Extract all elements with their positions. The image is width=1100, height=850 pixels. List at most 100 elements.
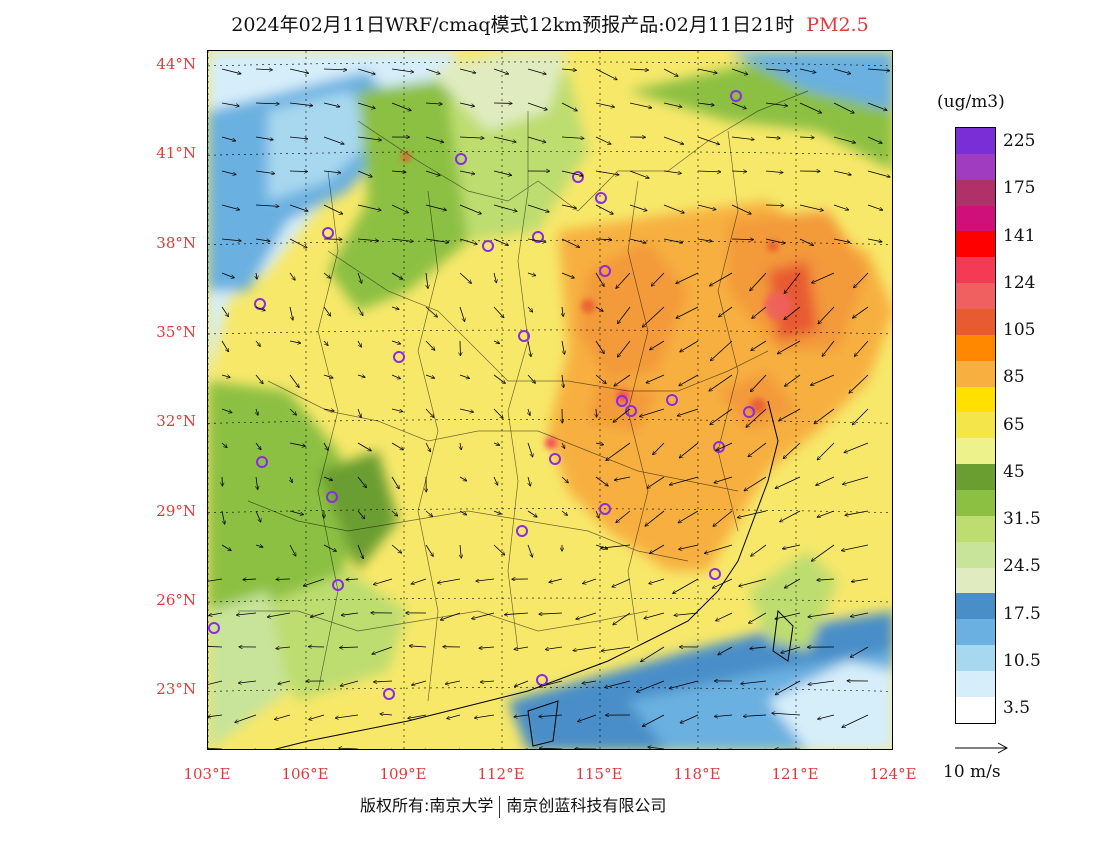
wind-vector (289, 544, 296, 556)
wind-vector (208, 646, 223, 648)
wind-vector (221, 204, 240, 210)
legend-color-band (956, 490, 995, 516)
wind-vector (561, 102, 577, 111)
wind-vector (650, 544, 665, 554)
wind-vector (459, 272, 472, 283)
wind-vector (459, 374, 470, 378)
wind-vector (289, 272, 295, 280)
wind-vector (221, 408, 232, 413)
wind-vector (750, 272, 767, 291)
wind-vector (713, 510, 733, 526)
legend-color-band (956, 645, 995, 672)
wind-vector (710, 340, 733, 361)
wind-vector (322, 748, 324, 749)
wind-vector (374, 681, 393, 682)
wind-vector (267, 612, 291, 617)
wind-vector (289, 408, 296, 415)
wind-vector (562, 306, 563, 316)
wind-vector (765, 205, 784, 206)
wind-vector (595, 136, 611, 144)
wind-vector (561, 510, 568, 515)
wind-vector (867, 238, 882, 242)
wind-vector (663, 170, 681, 173)
wind-vector (709, 374, 733, 391)
legend-color-band (956, 438, 995, 465)
wind-vector (459, 102, 475, 106)
wind-vector (493, 374, 505, 383)
wind-vector (833, 204, 849, 210)
wind-vector (785, 374, 801, 386)
wind-vector (391, 171, 406, 172)
legend-label: 124 (1003, 272, 1036, 293)
wind-vector (514, 646, 529, 649)
wind-vector (323, 340, 328, 346)
wind-vector (595, 272, 604, 286)
wind-vector (780, 510, 801, 522)
wind-vector (629, 69, 648, 70)
wind-vector (629, 204, 647, 211)
wind-vector (784, 578, 801, 588)
wind-vector (808, 680, 835, 685)
wind-vector (221, 340, 229, 352)
wind-vector (255, 136, 273, 140)
longitude-label: 118°E (673, 765, 721, 783)
wind-vector (595, 239, 612, 240)
wind-vector (289, 102, 313, 106)
wind-vector (844, 442, 869, 453)
legend-color-band (956, 412, 995, 439)
latitude-label: 29°N (156, 501, 196, 520)
legend-color-band (956, 386, 995, 413)
longitude-label: 115°E (575, 765, 623, 783)
legend-color-band (956, 128, 995, 154)
station-marker (254, 298, 266, 310)
wind-vector (775, 612, 801, 619)
copyright-left: 版权所有:南京大学 (360, 796, 494, 815)
wind-vector (445, 680, 461, 684)
wind-vector (812, 272, 835, 283)
station-marker (326, 491, 338, 503)
wind-vector (595, 340, 604, 354)
wind-vector (765, 102, 788, 106)
wind-vector (784, 306, 801, 320)
legend-color-band (956, 309, 995, 335)
wind-vector (323, 204, 343, 214)
wind-vector (562, 442, 565, 449)
wind-vector (357, 442, 371, 451)
wind-vector (636, 680, 665, 692)
wind-vector (843, 476, 869, 484)
wind-vector (731, 102, 746, 109)
legend-label: 175 (1003, 178, 1036, 199)
station-marker (599, 503, 611, 515)
wind-vector (479, 647, 495, 648)
wind-vector (524, 748, 528, 749)
wind-vector (493, 136, 516, 142)
wind-vector (480, 681, 495, 682)
wind-vector (505, 613, 529, 615)
wind-vector (595, 68, 617, 80)
station-marker (709, 568, 721, 580)
wind-vector (380, 714, 393, 715)
wind-vector (867, 204, 883, 210)
wind-vector (676, 272, 699, 284)
wind-vector (866, 748, 868, 749)
wind-vector (408, 714, 427, 718)
wind-vector (772, 713, 801, 716)
wind-vector (357, 510, 365, 519)
wind-vector (238, 680, 257, 683)
legend-color-band (956, 257, 995, 284)
wind-vector (731, 239, 753, 240)
wind-vector (391, 374, 401, 379)
wind-vector (323, 171, 341, 173)
wind-vector (493, 476, 498, 485)
wind-vector (289, 238, 307, 248)
legend-label: 45 (1003, 461, 1025, 482)
wind-vector (528, 476, 530, 486)
latitude-gridline (208, 419, 892, 424)
wind-vector (799, 204, 823, 211)
wind-vector (289, 341, 301, 343)
wind-vector (255, 545, 263, 547)
wind-vector (613, 612, 631, 625)
latitude-label: 41°N (156, 144, 196, 163)
wind-vector (614, 476, 631, 480)
copyright-right: 南京创蓝科技有限公司 (506, 796, 667, 815)
